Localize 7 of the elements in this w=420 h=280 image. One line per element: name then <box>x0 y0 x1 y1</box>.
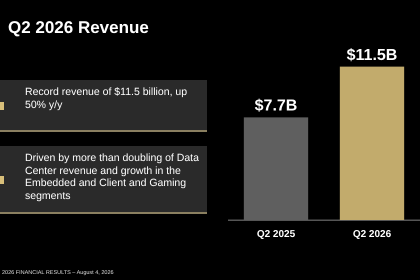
text: Record revenue of $11.5 billion, up 50% y/y <box>0 80 207 132</box>
data-label: $11.5B <box>346 47 398 64</box>
data-label: $7.7B <box>254 98 298 115</box>
text: Driven by more than doubling of Data Center revenue and growth in the Embedded and Client and Gaming segments <box>0 146 207 214</box>
x-tick-label: Q2 2026 <box>352 228 392 240</box>
text: Q2 2026 Revenue <box>8 18 149 38</box>
x-tick-label: Q2 2025 <box>256 228 296 240</box>
